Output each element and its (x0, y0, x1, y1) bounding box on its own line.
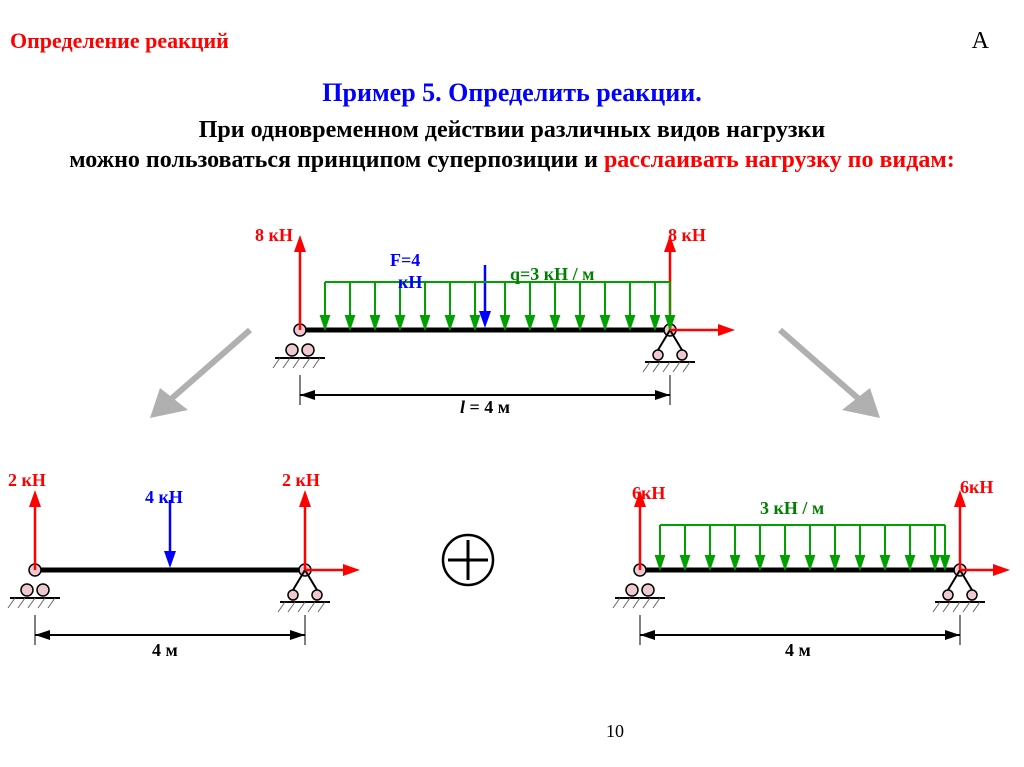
top-length-label: l = 4 м (460, 397, 510, 418)
top-F-label2: кН (398, 272, 422, 293)
header-left: Определение реакций (10, 28, 229, 54)
page-title: Пример 5. Определить реакции. (0, 78, 1024, 108)
subtitle-p2: можно пользоваться принципом суперпозици… (69, 147, 604, 173)
br-length-label: 4 м (785, 640, 811, 661)
bl-right-reaction-label: 2 кН (282, 470, 320, 491)
br-q-label: 3 кН / м (760, 498, 824, 519)
subtitle-p1: При одновременном действии различных вид… (199, 117, 825, 143)
br-right-reaction-label: 6кН (960, 477, 993, 498)
header-right: А (972, 28, 989, 55)
plus-icon (438, 530, 498, 590)
page-number: 10 (606, 721, 624, 742)
top-q-label: q=3 кН / м (510, 264, 594, 285)
top-F-label1: F=4 (390, 250, 420, 271)
bl-left-reaction-label: 2 кН (8, 470, 46, 491)
subtitle-p3: расслаивать нагрузку по видам: (604, 147, 955, 173)
decomp-arrow-right (770, 320, 920, 440)
bl-F-label: 4 кН (145, 487, 183, 508)
br-left-reaction-label: 6кН (632, 483, 665, 504)
bl-beam-diagram (5, 460, 385, 660)
decomp-arrow-left (130, 320, 280, 440)
top-left-reaction-label: 8 кН (255, 225, 293, 246)
top-right-reaction-label: 8 кН (668, 225, 706, 246)
subtitle: При одновременном действии различных вид… (40, 115, 984, 175)
bl-length-label: 4 м (152, 640, 178, 661)
